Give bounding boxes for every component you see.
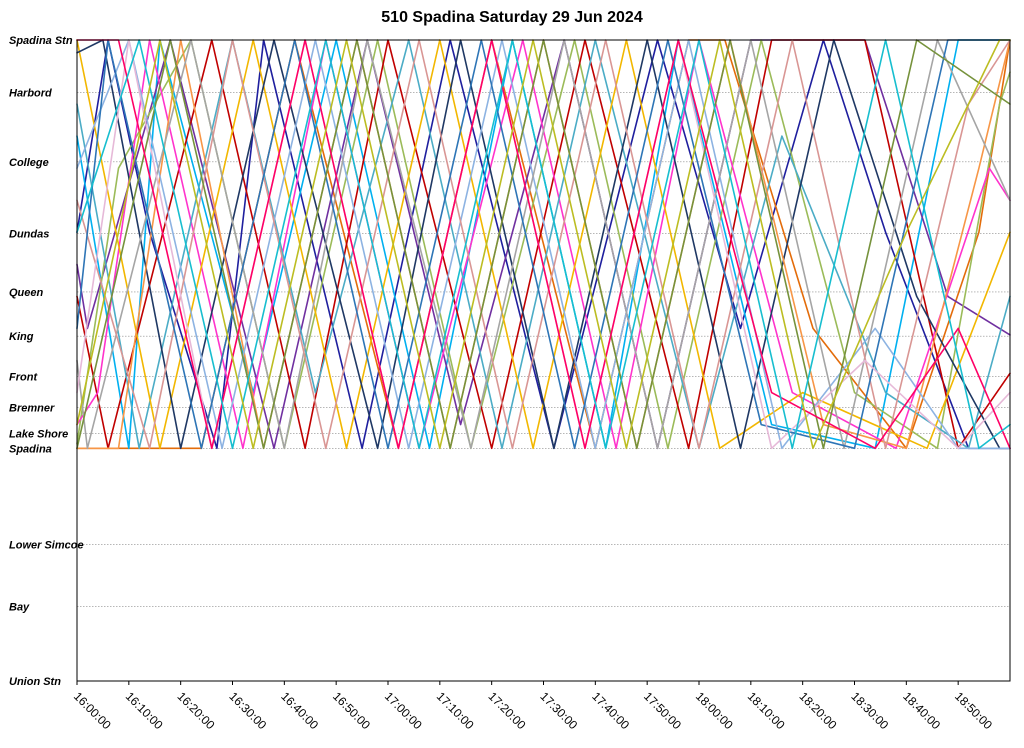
stop-label-queen: Queen bbox=[9, 287, 44, 299]
x-tick-label: 16:20:00 bbox=[175, 689, 218, 732]
stop-label-college: College bbox=[9, 157, 49, 169]
vehicle-trace-15 bbox=[76, 39, 1011, 450]
x-tick-label: 17:00:00 bbox=[382, 689, 425, 732]
x-tick-label: 18:00:00 bbox=[693, 689, 736, 732]
stop-label-union-stn: Union Stn bbox=[9, 676, 61, 688]
stop-label-lower-simcoe: Lower Simcoe bbox=[9, 539, 84, 551]
stop-label-spadina: Spadina bbox=[9, 443, 52, 455]
vehicle-trace-13 bbox=[76, 39, 1011, 450]
x-tick-label: 17:10:00 bbox=[434, 689, 477, 732]
stop-label-harbord: Harbord bbox=[9, 88, 52, 100]
series-layer bbox=[76, 39, 1011, 450]
vehicle-trace-19 bbox=[76, 39, 1011, 450]
stop-label-dundas: Dundas bbox=[9, 229, 49, 241]
x-tick-label: 16:50:00 bbox=[330, 689, 373, 732]
stop-label-lake-shore: Lake Shore bbox=[9, 429, 68, 441]
chart-title: 510 Spadina Saturday 29 Jun 2024 bbox=[381, 9, 643, 26]
x-tick-label: 18:20:00 bbox=[797, 689, 840, 732]
x-tick-label: 17:20:00 bbox=[486, 689, 529, 732]
x-tick-label: 16:30:00 bbox=[226, 689, 269, 732]
stop-label-front: Front bbox=[9, 372, 38, 384]
x-tick-label: 16:10:00 bbox=[123, 689, 166, 732]
stop-label-bremner: Bremner bbox=[9, 402, 55, 414]
stop-label-spadina-stn: Spadina Stn bbox=[9, 35, 73, 47]
plot-frame bbox=[76, 39, 1011, 682]
x-tick-label: 18:30:00 bbox=[848, 689, 891, 732]
x-tick-label: 17:30:00 bbox=[537, 689, 580, 732]
grid-layer bbox=[77, 92, 1010, 607]
vehicle-trace-12 bbox=[76, 39, 1011, 450]
stop-label-king: King bbox=[9, 331, 34, 343]
vehicle-trace-20 bbox=[76, 39, 1011, 450]
stop-labels: Spadina Stn Harbord College Dundas Queen King… bbox=[9, 35, 84, 688]
x-tick-label: 18:10:00 bbox=[745, 689, 788, 732]
stop-label-bay: Bay bbox=[9, 602, 30, 614]
vehicle-trace-18 bbox=[76, 39, 1011, 450]
x-tick-label: 18:50:00 bbox=[952, 689, 995, 732]
x-tick-label: 18:40:00 bbox=[900, 689, 943, 732]
x-tick-labels: 16:00:00 16:10:00 16:20:00 16:30:00 16:40:00… bbox=[71, 681, 995, 732]
x-tick-label: 17:50:00 bbox=[641, 689, 684, 732]
x-tick-label: 16:40:00 bbox=[278, 689, 321, 732]
x-tick-label: 16:00:00 bbox=[71, 689, 114, 732]
x-tick-label: 17:40:00 bbox=[589, 689, 632, 732]
